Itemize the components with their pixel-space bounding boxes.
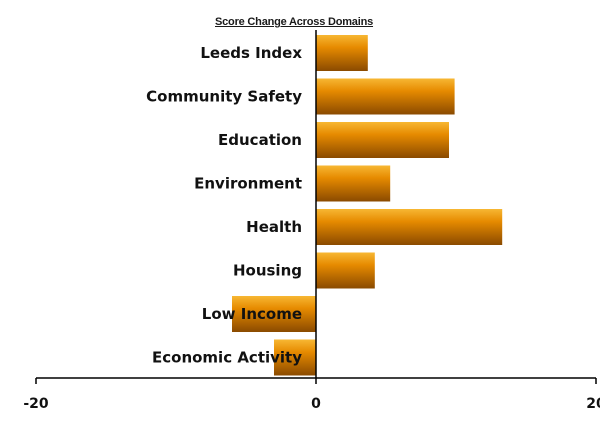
- category-label-housing: Housing: [233, 262, 302, 280]
- bar-economic-activity: [274, 339, 316, 376]
- category-labels: Leeds Index Community Safety Education Envi…: [146, 44, 302, 367]
- x-axis: -20 0 20: [23, 30, 600, 412]
- bar-housing: [316, 252, 375, 289]
- category-label-economic-activity: Economic Activity: [152, 349, 302, 367]
- chart-title: Score Change Across Domains: [215, 16, 374, 28]
- bars-layer: [232, 35, 503, 376]
- bar-health: [316, 209, 503, 245]
- category-label-low-income: Low Income: [202, 305, 302, 323]
- bar-community-safety: [316, 78, 455, 115]
- bar-environment: [316, 165, 391, 202]
- x-tick-label: -20: [23, 396, 49, 412]
- category-label-health: Health: [246, 218, 302, 236]
- category-label-community-safety: Community Safety: [146, 88, 302, 106]
- bar-education: [316, 122, 449, 158]
- bar-low-income: [232, 296, 316, 332]
- category-label-leeds-index: Leeds Index: [200, 44, 302, 62]
- x-tick-label: 20: [586, 396, 600, 412]
- x-tick-label: 0: [311, 396, 321, 412]
- category-label-education: Education: [218, 131, 302, 149]
- category-label-environment: Environment: [194, 175, 302, 193]
- bar-leeds-index: [316, 35, 368, 71]
